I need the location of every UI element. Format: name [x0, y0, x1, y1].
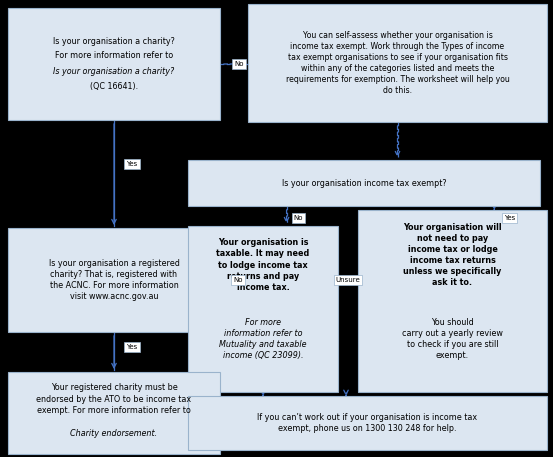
FancyBboxPatch shape [8, 228, 220, 332]
Text: No: No [294, 215, 303, 221]
Text: (QC 16641).: (QC 16641). [90, 81, 138, 90]
Text: For more
information refer to
Mutuality and taxable
income (QC 23099).: For more information refer to Mutuality … [219, 318, 307, 360]
Text: Yes: Yes [127, 344, 138, 350]
FancyBboxPatch shape [188, 396, 547, 450]
FancyBboxPatch shape [8, 8, 220, 120]
Text: Unsure: Unsure [336, 277, 361, 283]
FancyBboxPatch shape [8, 372, 220, 454]
Text: If you can’t work out if your organisation is income tax
exempt, phone us on 130: If you can’t work out if your organisati… [258, 413, 478, 433]
FancyBboxPatch shape [248, 4, 547, 122]
Text: No: No [233, 277, 243, 283]
Text: Is your organisation a charity?: Is your organisation a charity? [53, 37, 175, 47]
Text: No: No [234, 61, 244, 67]
Text: For more information refer to: For more information refer to [55, 52, 173, 60]
Text: Yes: Yes [127, 161, 138, 167]
Text: Charity endorsement.: Charity endorsement. [70, 429, 158, 437]
Text: Yes: Yes [504, 215, 515, 221]
Text: Your organisation will
not need to pay
income tax or lodge
income tax returns
un: Your organisation will not need to pay i… [403, 223, 502, 287]
Text: Is your organisation a charity?: Is your organisation a charity? [54, 68, 175, 76]
FancyBboxPatch shape [188, 226, 338, 392]
Text: Is your organisation a registered
charity? That is, registered with
the ACNC. Fo: Is your organisation a registered charit… [49, 259, 179, 301]
Text: Your organisation is
taxable. It may need
to lodge income tax
returns and pay
in: Your organisation is taxable. It may nee… [216, 238, 310, 292]
Text: Your registered charity must be
endorsed by the ATO to be income tax
exempt. For: Your registered charity must be endorsed… [36, 383, 191, 414]
FancyBboxPatch shape [188, 160, 540, 206]
Text: You can self-assess whether your organisation is
income tax exempt. Work through: You can self-assess whether your organis… [285, 31, 509, 95]
Text: You should
carry out a yearly review
to check if you are still
exempt.: You should carry out a yearly review to … [402, 318, 503, 360]
Text: Is your organisation income tax exempt?: Is your organisation income tax exempt? [281, 179, 446, 187]
FancyBboxPatch shape [358, 210, 547, 392]
